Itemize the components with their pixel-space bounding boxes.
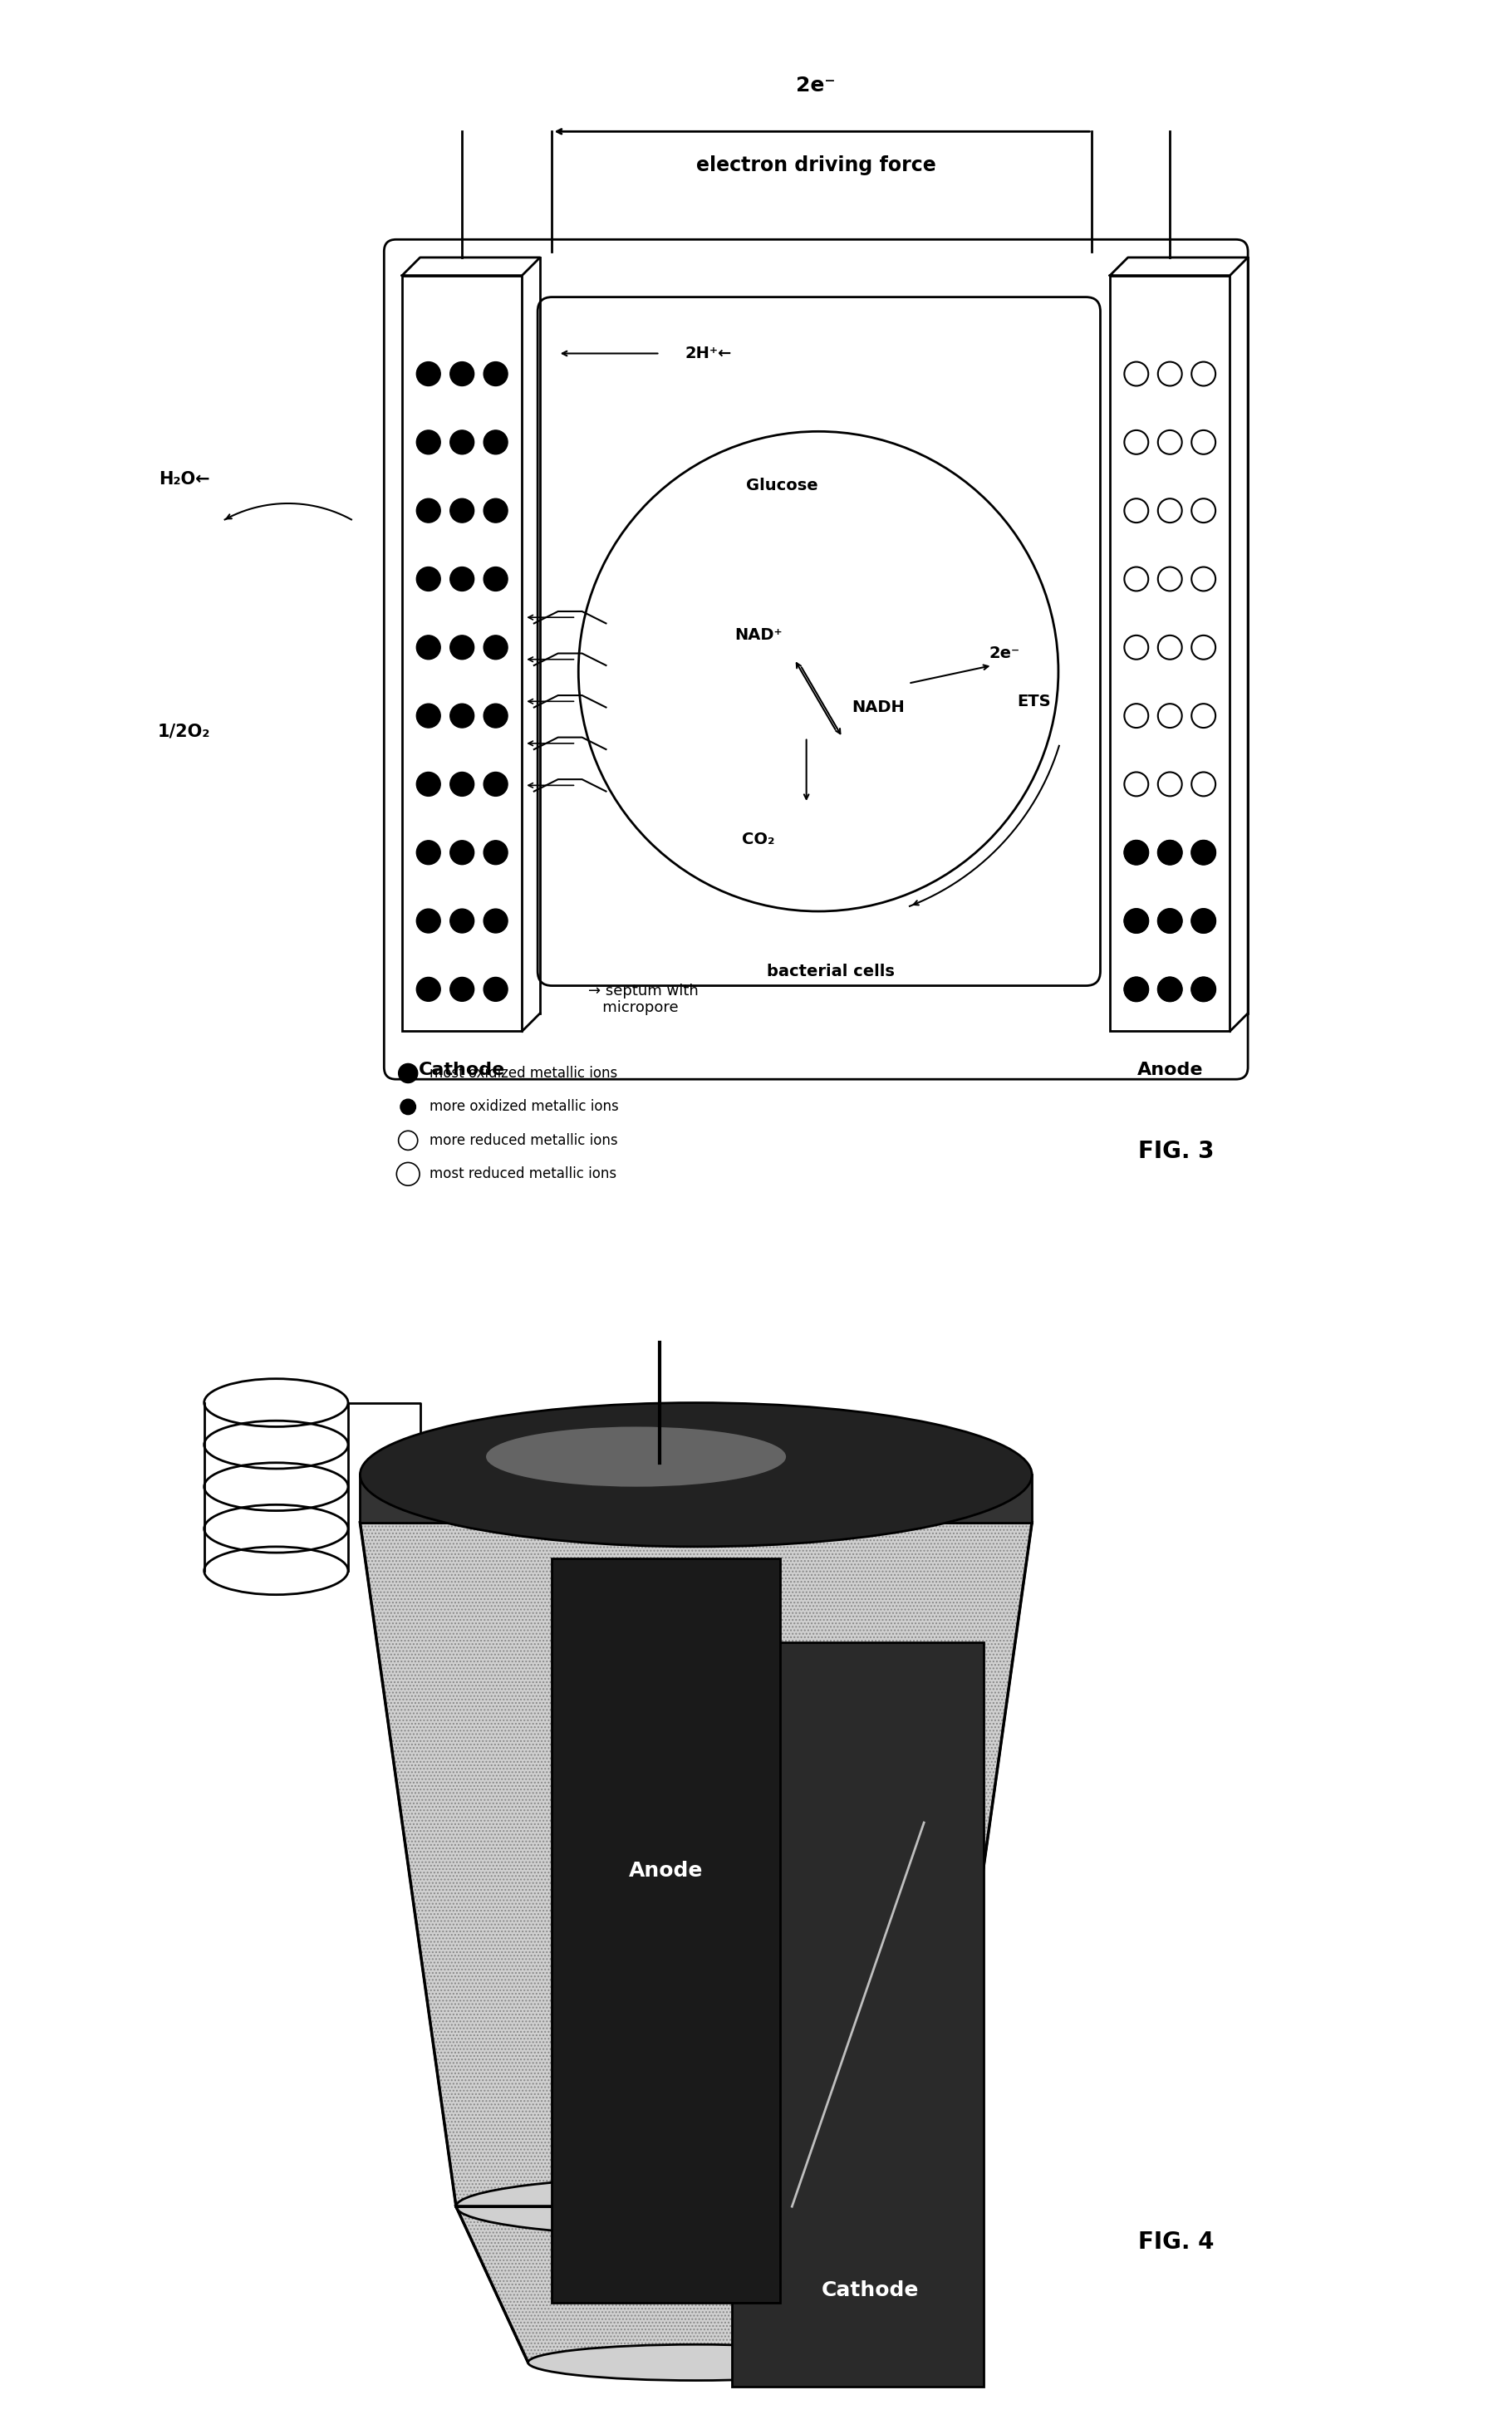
FancyBboxPatch shape [384, 239, 1247, 1078]
Circle shape [416, 908, 440, 932]
Circle shape [484, 703, 508, 728]
Circle shape [1158, 840, 1182, 864]
Circle shape [484, 978, 508, 1000]
Circle shape [416, 840, 440, 864]
Circle shape [399, 1064, 417, 1083]
Circle shape [484, 840, 508, 864]
Text: Glucose: Glucose [747, 477, 818, 494]
Circle shape [1191, 840, 1216, 864]
Text: more reduced metallic ions: more reduced metallic ions [429, 1132, 618, 1149]
Circle shape [451, 567, 475, 591]
Text: ETS: ETS [1018, 694, 1051, 708]
Bar [732, 1643, 984, 2385]
Circle shape [451, 499, 475, 523]
Circle shape [451, 772, 475, 796]
Circle shape [451, 703, 475, 728]
Circle shape [416, 703, 440, 728]
Circle shape [1191, 978, 1216, 1000]
Circle shape [484, 431, 508, 455]
Ellipse shape [457, 2176, 936, 2237]
Circle shape [1158, 978, 1182, 1000]
Text: Cathode: Cathode [821, 2281, 919, 2300]
Text: 1/2O₂: 1/2O₂ [157, 723, 210, 740]
Circle shape [416, 499, 440, 523]
Circle shape [416, 772, 440, 796]
Text: 2H⁺←: 2H⁺← [685, 346, 732, 360]
Circle shape [451, 908, 475, 932]
Ellipse shape [485, 1426, 786, 1487]
Circle shape [1125, 840, 1148, 864]
Text: FIG. 3: FIG. 3 [1139, 1139, 1214, 1163]
Text: → septum with
   micropore: → septum with micropore [588, 983, 699, 1015]
Circle shape [484, 772, 508, 796]
Text: Cathode: Cathode [419, 1061, 505, 1078]
Circle shape [416, 978, 440, 1000]
Circle shape [484, 567, 508, 591]
Text: 2e⁻: 2e⁻ [797, 75, 836, 95]
Text: most reduced metallic ions: most reduced metallic ions [429, 1166, 617, 1180]
Polygon shape [457, 2208, 936, 2363]
FancyBboxPatch shape [538, 297, 1101, 986]
Circle shape [1191, 908, 1216, 932]
Text: Anode: Anode [1137, 1061, 1204, 1078]
Text: electron driving force: electron driving force [696, 156, 936, 175]
Circle shape [451, 363, 475, 387]
Circle shape [484, 363, 508, 387]
Text: H₂O←: H₂O← [159, 472, 210, 487]
Text: bacterial cells: bacterial cells [767, 964, 894, 978]
Circle shape [1125, 908, 1148, 932]
Circle shape [416, 635, 440, 660]
Text: NADH: NADH [851, 699, 904, 716]
Bar [552, 1558, 780, 2303]
Circle shape [484, 908, 508, 932]
Bar [1110, 275, 1229, 1032]
Circle shape [401, 1100, 416, 1115]
Circle shape [451, 840, 475, 864]
Circle shape [416, 431, 440, 455]
Ellipse shape [360, 1402, 1033, 1546]
Circle shape [1125, 978, 1148, 1000]
Circle shape [451, 978, 475, 1000]
Text: FIG. 4: FIG. 4 [1139, 2232, 1214, 2254]
Bar [402, 275, 522, 1032]
Text: most oxidized metallic ions: most oxidized metallic ions [429, 1066, 617, 1081]
Ellipse shape [528, 2344, 863, 2380]
Circle shape [416, 567, 440, 591]
Text: more oxidized metallic ions: more oxidized metallic ions [429, 1100, 618, 1115]
Circle shape [451, 431, 475, 455]
Circle shape [416, 363, 440, 387]
Text: CO₂: CO₂ [742, 832, 774, 847]
Circle shape [484, 499, 508, 523]
Circle shape [451, 635, 475, 660]
Text: Anode: Anode [629, 1860, 703, 1881]
Text: NAD⁺: NAD⁺ [735, 628, 782, 643]
Polygon shape [360, 1475, 1033, 1524]
Polygon shape [360, 1524, 1033, 2208]
Circle shape [1158, 908, 1182, 932]
Text: 2e⁻: 2e⁻ [989, 645, 1019, 662]
Circle shape [484, 635, 508, 660]
